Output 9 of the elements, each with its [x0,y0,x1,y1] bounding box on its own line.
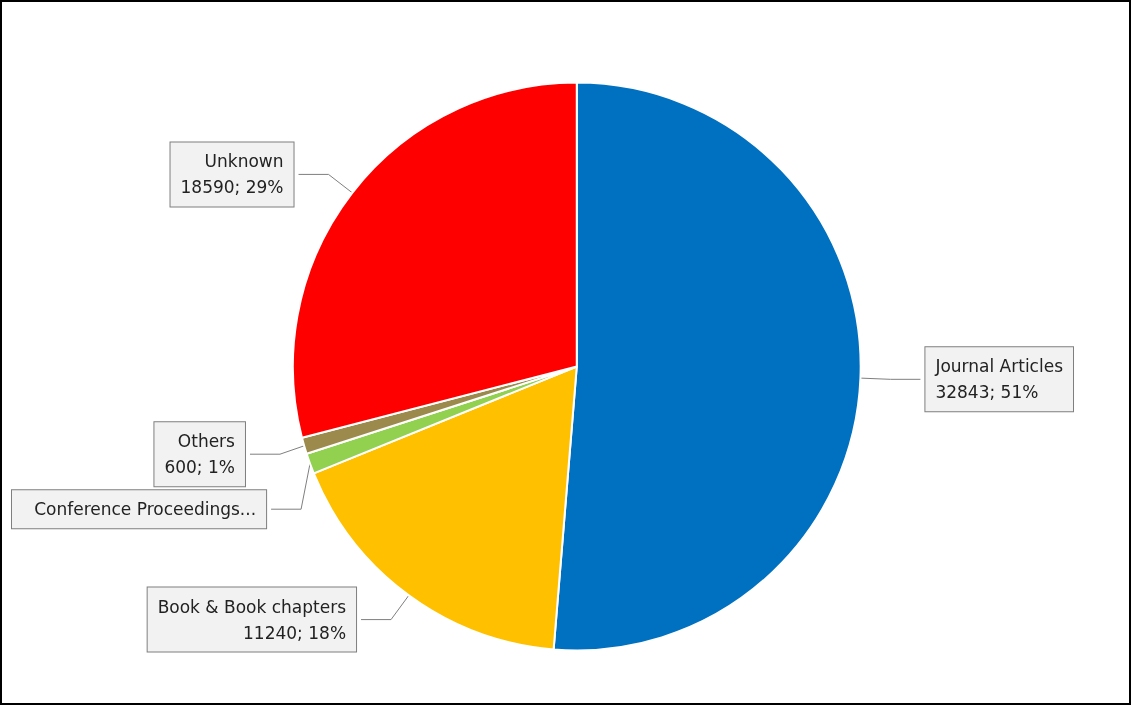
slice-label: Unknown [204,151,284,172]
data-label: 32843; 51% [935,382,1039,403]
slice-label: Book & Book chapters [157,596,347,617]
slice-label: Journal Articles [934,356,1064,377]
slice-label: Others [177,431,236,452]
data-label: 600; 1% [164,457,235,478]
data-label: 18590; 29% [180,177,284,198]
data-label: 11240; 18% [243,622,347,643]
slice-label: Conference Proceedings... [34,499,257,520]
